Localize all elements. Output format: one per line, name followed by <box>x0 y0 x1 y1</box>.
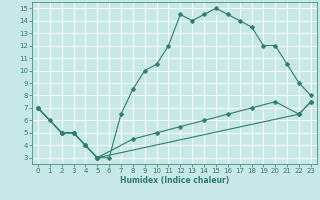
X-axis label: Humidex (Indice chaleur): Humidex (Indice chaleur) <box>120 176 229 185</box>
